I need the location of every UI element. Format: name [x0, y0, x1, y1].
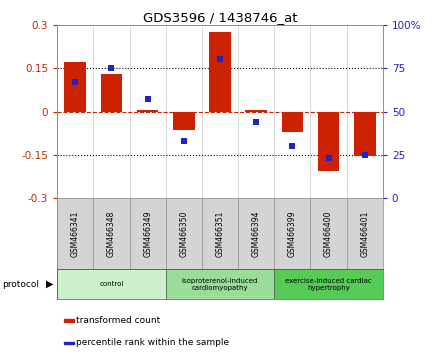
Text: GSM466349: GSM466349: [143, 210, 152, 257]
Text: protocol: protocol: [2, 280, 39, 289]
Text: GSM466399: GSM466399: [288, 210, 297, 257]
Bar: [64, 342, 74, 344]
Text: GSM466341: GSM466341: [71, 210, 80, 257]
Text: transformed count: transformed count: [77, 316, 161, 325]
Text: isoproterenol-induced
cardiomyopathy: isoproterenol-induced cardiomyopathy: [182, 278, 258, 291]
Bar: [64, 62, 86, 112]
Bar: [166, 269, 274, 299]
Bar: [318, 112, 339, 171]
Bar: [101, 74, 122, 112]
Text: GSM466350: GSM466350: [180, 210, 188, 257]
Bar: [57, 269, 166, 299]
Bar: [64, 319, 74, 322]
Text: GSM466394: GSM466394: [252, 210, 260, 257]
Text: GSM466401: GSM466401: [360, 210, 369, 257]
Text: percentile rank within the sample: percentile rank within the sample: [77, 338, 230, 348]
Bar: [246, 110, 267, 112]
Title: GDS3596 / 1438746_at: GDS3596 / 1438746_at: [143, 11, 297, 24]
Bar: [137, 110, 158, 112]
Text: GSM466351: GSM466351: [216, 210, 224, 257]
Bar: [274, 269, 383, 299]
Text: ▶: ▶: [46, 279, 54, 289]
Text: exercise-induced cardiac
hypertrophy: exercise-induced cardiac hypertrophy: [285, 278, 372, 291]
Text: GSM466348: GSM466348: [107, 210, 116, 257]
Bar: [173, 112, 194, 130]
Text: control: control: [99, 281, 124, 287]
Text: GSM466400: GSM466400: [324, 210, 333, 257]
Bar: [354, 112, 376, 156]
Bar: [209, 32, 231, 112]
Bar: [282, 112, 303, 132]
